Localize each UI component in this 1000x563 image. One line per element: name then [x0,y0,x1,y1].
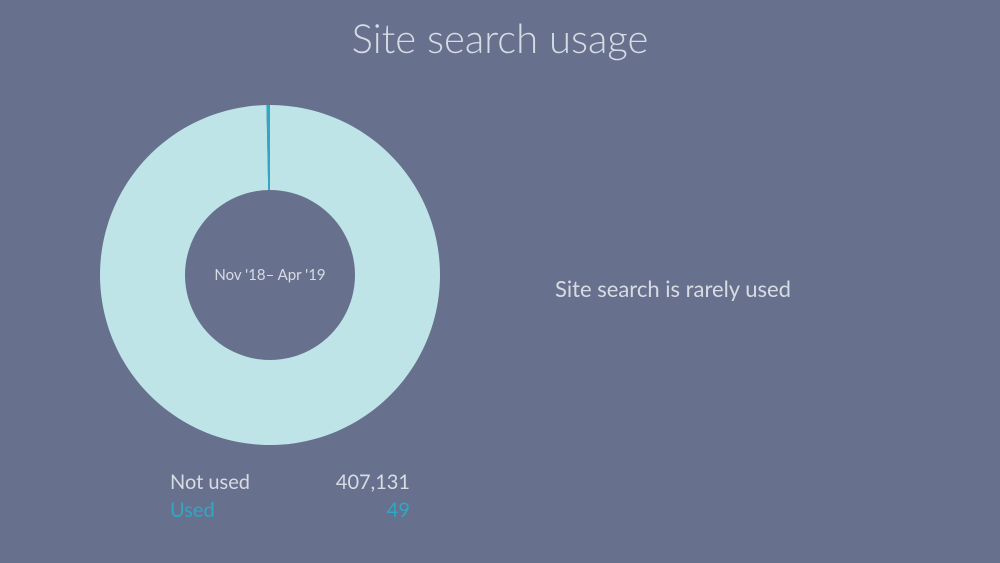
chart-caption: Site search is rarely used [555,275,791,302]
legend-row: Used 49 [170,496,410,524]
slide: Site search usage Nov '18– Apr '19 Site … [0,0,1000,563]
legend: Not used 407,131 Used 49 [170,468,410,524]
legend-value: 49 [310,496,410,524]
legend-label: Used [170,496,310,524]
legend-label: Not used [170,468,310,496]
legend-row: Not used 407,131 [170,468,410,496]
legend-value: 407,131 [310,468,410,496]
donut-chart: Nov '18– Apr '19 [100,105,440,445]
page-title: Site search usage [0,14,1000,62]
donut-svg [100,105,440,445]
